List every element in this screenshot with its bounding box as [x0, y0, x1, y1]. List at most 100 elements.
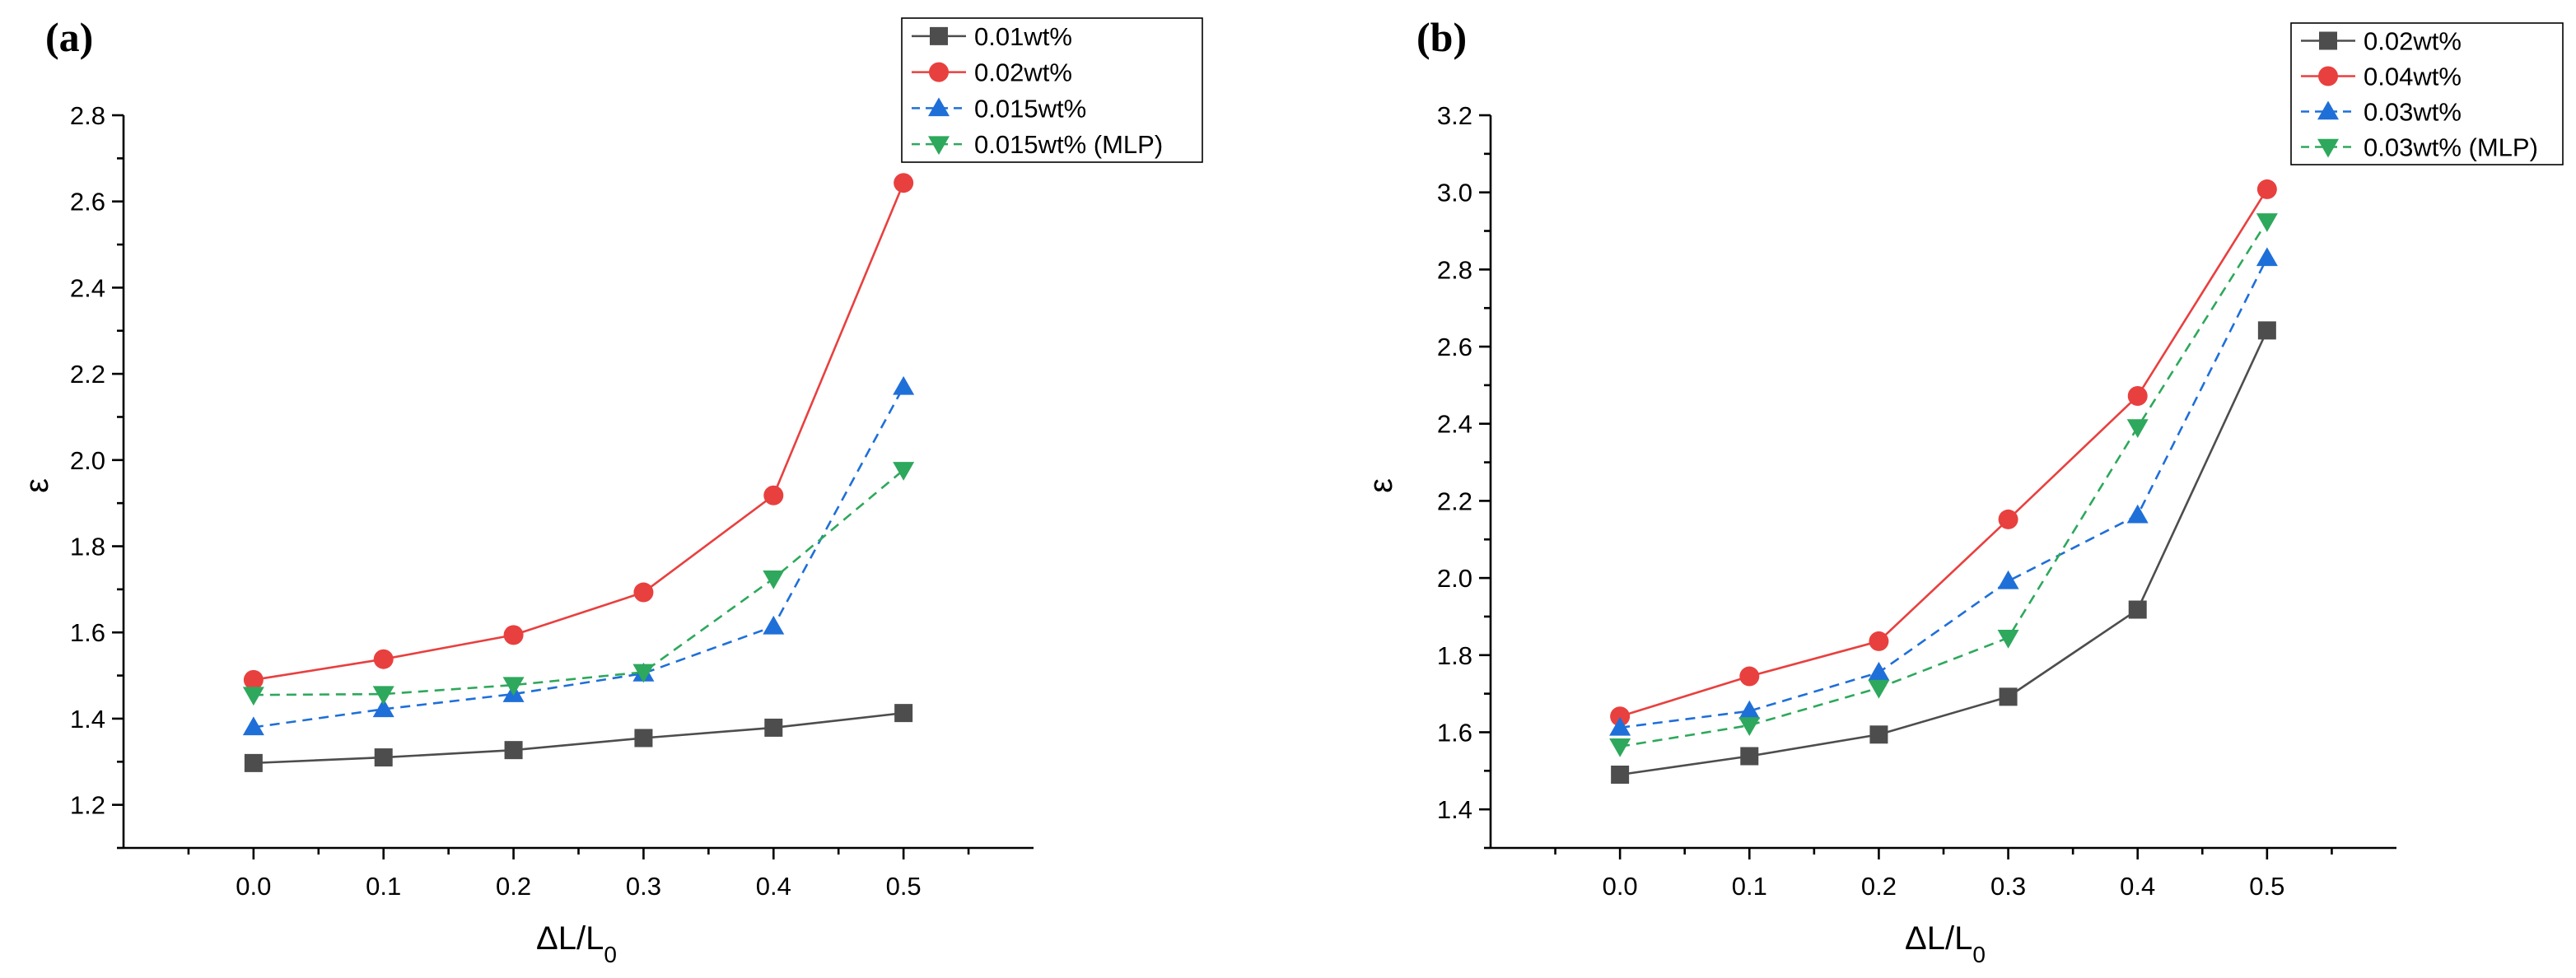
panel-b-series-3-point: [2256, 213, 2278, 232]
panel-b-series-0-point: [2257, 321, 2276, 340]
panel-b-series-1-point: [2127, 386, 2148, 407]
panel-b-y-tick-label: 1.8: [1437, 641, 1472, 670]
panel-a-series-3-point: [242, 687, 264, 706]
panel-a-x-tick-label: 0.4: [756, 872, 791, 901]
panel-a-series-3-point: [502, 677, 525, 696]
panel-a-legend-marker: [928, 136, 950, 156]
panel-a-x-tick-label: 0.0: [236, 872, 271, 901]
panel-a-y-tick-label: 2.8: [70, 101, 105, 130]
panel-b-series-2-point: [1609, 716, 1631, 736]
panel-b-series-1-point: [2256, 179, 2277, 199]
panel-b-y-tick-label: 2.0: [1437, 564, 1472, 593]
panel-a-series-1-point: [763, 485, 784, 505]
panel-a-series-0-point: [634, 729, 653, 747]
panel-a-y-axis-title: ε: [19, 478, 55, 493]
panel-a-series-3-point: [632, 664, 655, 683]
panel-b-series-0-point: [1999, 687, 2018, 706]
panel-b-series-2-point: [2256, 247, 2278, 267]
panel-b-series-1-point: [1610, 706, 1631, 727]
panel-b-series-3-point: [1997, 629, 2019, 649]
panel-a-series-3-point: [893, 462, 915, 481]
panel-b-y-tick-label: 1.4: [1437, 795, 1472, 824]
panel-b-series-2-point: [1868, 661, 1890, 681]
panel-a-label: (a): [45, 14, 93, 60]
panel-a-x-axis-title: ΔL/L0: [536, 920, 617, 967]
panel-b-y-tick-label: 1.6: [1437, 718, 1472, 747]
panel-a-legend-marker: [929, 62, 949, 82]
panel-a-series-line-0: [253, 711, 904, 765]
panel-a-series-1-point: [503, 625, 524, 645]
panel-a-series-1-point: [633, 582, 654, 603]
panel-b-series-0-point: [1869, 725, 1888, 744]
panel-b-legend-label: 0.04wt%: [2364, 63, 2462, 91]
panel-b: (b) 1.4 1.6 1.8 2.0 2.2 2.4 2.6 2.8 3.0 3.2 0.0 0.1…: [1363, 14, 2564, 967]
panel-b-x-tick-label: 0.5: [2249, 872, 2284, 901]
panel-b-y-tick-label: 3.0: [1437, 179, 1472, 207]
panel-b-series-3-point: [1738, 717, 1761, 737]
panel-b-series-0-point: [1740, 747, 1759, 766]
panel-b-series-line-2: [1619, 257, 2269, 729]
panel-a-series-1-point: [243, 669, 264, 690]
panel-b-legend-marker: [2317, 100, 2339, 120]
panel-a: (a) 1.2 1.4 1.6 1.8 2.0 2.2 2.4 2.6 2.8 0.0 0.1 0.2…: [19, 14, 1203, 967]
panel-a-series-2-point: [372, 698, 394, 718]
panel-b-legend-label: 0.03wt%: [2364, 98, 2462, 127]
panel-a-legend-label: 0.02wt%: [974, 58, 1072, 87]
panel-b-series-line-3: [1619, 221, 2268, 748]
panel-a-series-2-point: [893, 375, 915, 395]
panel-b-series-1-point: [1869, 631, 1889, 651]
panel-a-series-line-2: [253, 386, 905, 729]
panel-a-series-2-point: [763, 615, 785, 635]
panel-b-y-tick-label: 3.2: [1437, 101, 1472, 130]
panel-b-series-3-point: [2126, 419, 2149, 438]
panel-b-x-tick-label: 0.2: [1861, 872, 1897, 901]
panel-a-y-tick-label: 1.6: [70, 618, 105, 647]
panel-b-y-axis-title: ε: [1363, 478, 1399, 493]
panel-b-x-tick-label: 0.1: [1732, 872, 1767, 901]
panel-a-plot-area: 1.2 1.4 1.6 1.8 2.0 2.2 2.4 2.6 2.8 0.0 0.1 0.2 0.3 0…: [70, 101, 1034, 901]
panel-a-y-tick-label: 1.4: [70, 705, 105, 734]
panel-b-legend-marker: [2318, 66, 2338, 86]
panel-a-x-tick-label: 0.3: [626, 872, 661, 901]
panel-b-series-2-point: [1997, 570, 2019, 589]
panel-b-series-line-1: [1619, 189, 2268, 718]
panel-a-y-tick-label: 1.2: [70, 791, 105, 820]
panel-b-series-2-point: [2126, 504, 2149, 524]
panel-b-plot-area: 1.4 1.6 1.8 2.0 2.2 2.4 2.6 2.8 3.0 3.2 0.0 0.1 0.2 0…: [1437, 101, 2396, 901]
panel-b-series-0-point: [1611, 766, 1630, 784]
panel-a-series-3-point: [763, 570, 785, 589]
panel-a-series-2-point: [242, 716, 264, 736]
panel-b-x-axis-title: ΔL/L0: [1905, 920, 1986, 967]
panel-b-series-1-point: [1739, 666, 1760, 687]
panel-b-legend-label: 0.03wt% (MLP): [2364, 133, 2538, 162]
panel-b-y-tick-label: 2.6: [1437, 333, 1472, 361]
panel-b-series-line-0: [1619, 329, 2269, 776]
panel-b-y-tick-label: 2.4: [1437, 410, 1472, 439]
panel-b-series-3-point: [1609, 738, 1631, 757]
panel-a-series-0-point: [504, 741, 523, 760]
panel-a-series-0-point: [894, 704, 913, 723]
panel-a-y-tick-label: 2.0: [70, 446, 105, 475]
panel-a-x-tick-label: 0.1: [366, 872, 401, 901]
panel-b-legend-marker: [2317, 138, 2339, 158]
panel-b-y-tick-label: 2.2: [1437, 487, 1472, 515]
panel-a-y-tick-label: 2.4: [70, 273, 105, 302]
panel-a-y-tick-label: 2.6: [70, 188, 105, 217]
panel-a-legend-label: 0.015wt%: [974, 94, 1086, 123]
panel-a-legend-label: 0.015wt% (MLP): [974, 130, 1163, 159]
panel-a-series-0-point: [244, 753, 263, 772]
panel-a-series-1-point: [373, 649, 394, 669]
panel-b-legend-label: 0.02wt%: [2364, 27, 2462, 56]
panel-a-series-3-point: [372, 686, 394, 706]
panel-b-series-0-point: [2128, 600, 2147, 619]
panel-a-series-1-point: [894, 173, 914, 193]
panel-a-legend-marker: [928, 97, 950, 117]
panel-b-x-tick-label: 0.3: [1990, 872, 2026, 901]
panel-b-label: (b): [1416, 14, 1467, 60]
panel-a-series-line-3: [253, 468, 904, 696]
panel-b-x-tick-label: 0.4: [2120, 872, 2155, 901]
panel-b-series-1-point: [1998, 509, 2018, 529]
panel-b-y-tick-label: 2.8: [1437, 255, 1472, 284]
panel-a-series-line-1: [253, 182, 905, 682]
